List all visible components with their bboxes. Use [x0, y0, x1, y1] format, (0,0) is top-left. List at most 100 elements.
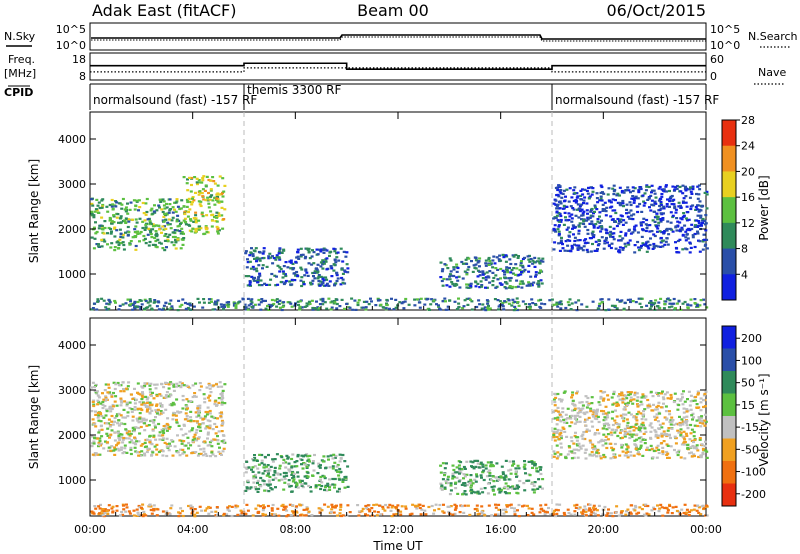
echo-cell	[514, 263, 518, 266]
echo-cell	[632, 201, 636, 204]
echo-cell	[404, 297, 408, 301]
echo-cell	[484, 467, 488, 470]
echo-cell	[301, 253, 305, 256]
echo-cell	[187, 197, 191, 200]
echo-cell	[145, 210, 149, 214]
echo-cell	[653, 429, 657, 432]
echo-cell	[118, 514, 122, 517]
echo-cell	[200, 509, 204, 512]
echo-cell	[144, 395, 148, 398]
echo-cell	[598, 215, 601, 218]
echo-cell	[676, 224, 680, 227]
echo-cell	[97, 400, 101, 404]
echo-cell	[168, 302, 172, 305]
echo-cell	[570, 414, 574, 417]
echo-cell	[262, 466, 266, 469]
echo-cell	[465, 283, 469, 286]
echo-cell	[585, 418, 589, 421]
echo-cell	[599, 197, 603, 200]
echo-cell	[701, 504, 705, 507]
echo-cell	[251, 470, 255, 473]
echo-cell	[600, 409, 603, 413]
echo-cell	[607, 199, 611, 202]
echo-cell	[688, 241, 692, 244]
echo-cell	[146, 408, 149, 411]
echo-cell	[460, 468, 464, 471]
echo-cell	[394, 298, 398, 301]
echo-cell	[98, 429, 101, 432]
echo-cell	[136, 382, 140, 385]
echo-cell	[689, 446, 693, 449]
echo-cell	[665, 205, 669, 208]
echo-cell	[278, 270, 282, 273]
echo-cell	[490, 478, 494, 482]
echo-cell	[492, 485, 496, 488]
echo-cell	[698, 240, 702, 243]
echo-cell	[674, 211, 678, 214]
echo-cell	[140, 507, 144, 511]
echo-cell	[448, 257, 452, 260]
echo-cell	[185, 405, 189, 408]
echo-cell	[655, 413, 659, 416]
echo-cell	[612, 184, 616, 187]
echo-cell	[497, 258, 501, 261]
echo-cell	[641, 194, 645, 197]
echo-cell	[284, 505, 288, 508]
echo-cell	[129, 446, 133, 449]
echo-cell	[145, 410, 149, 413]
echo-cell	[682, 214, 686, 217]
echo-cell	[514, 273, 518, 276]
echo-cell	[456, 279, 460, 282]
echo-cell	[628, 201, 632, 204]
echo-cell	[262, 463, 266, 466]
echo-cell	[411, 503, 415, 506]
echo-cell	[601, 209, 605, 212]
echo-cell	[553, 224, 557, 227]
echo-cell	[400, 302, 404, 305]
echo-cell	[607, 508, 610, 511]
echo-cell	[486, 302, 490, 305]
echo-cell	[693, 424, 697, 427]
echo-cell	[615, 194, 619, 197]
echo-cell	[314, 307, 318, 310]
echo-cell	[694, 445, 698, 448]
echo-cell	[421, 504, 425, 507]
echo-cell	[195, 511, 199, 514]
echo-cell	[444, 480, 448, 483]
echo-cell	[618, 194, 621, 197]
echo-cell	[535, 467, 539, 470]
echo-cell	[206, 406, 210, 409]
echo-cell	[106, 391, 110, 394]
echo-cell	[226, 508, 230, 511]
echo-cell	[620, 399, 624, 402]
echo-cell	[489, 465, 493, 468]
echo-cell	[621, 416, 625, 419]
echo-cell	[580, 208, 584, 211]
echo-cell	[182, 237, 186, 240]
date-title: 06/Oct/2015	[606, 1, 706, 20]
echo-cell	[573, 452, 577, 455]
echo-cell	[588, 429, 591, 432]
echo-cell	[264, 299, 267, 302]
echo-cell	[559, 192, 563, 195]
echo-cell	[167, 427, 171, 430]
echo-cell	[215, 506, 219, 509]
y-tick-label: 4000	[58, 339, 86, 352]
echo-cell	[586, 192, 590, 195]
echo-cell	[157, 224, 161, 227]
echo-cell	[537, 299, 541, 302]
echo-cell	[176, 225, 180, 228]
echo-cell	[194, 214, 198, 217]
echo-cell	[134, 398, 138, 401]
echo-cell	[312, 251, 316, 254]
echo-cell	[155, 404, 158, 407]
echo-cell	[603, 201, 607, 204]
echo-cell	[587, 416, 591, 419]
echo-cell	[248, 281, 252, 284]
echo-cell	[653, 192, 657, 195]
echo-cell	[109, 424, 113, 427]
echo-cell	[537, 478, 541, 481]
echo-cell	[584, 510, 588, 514]
echo-cell	[626, 298, 630, 301]
echo-cell	[122, 248, 126, 251]
